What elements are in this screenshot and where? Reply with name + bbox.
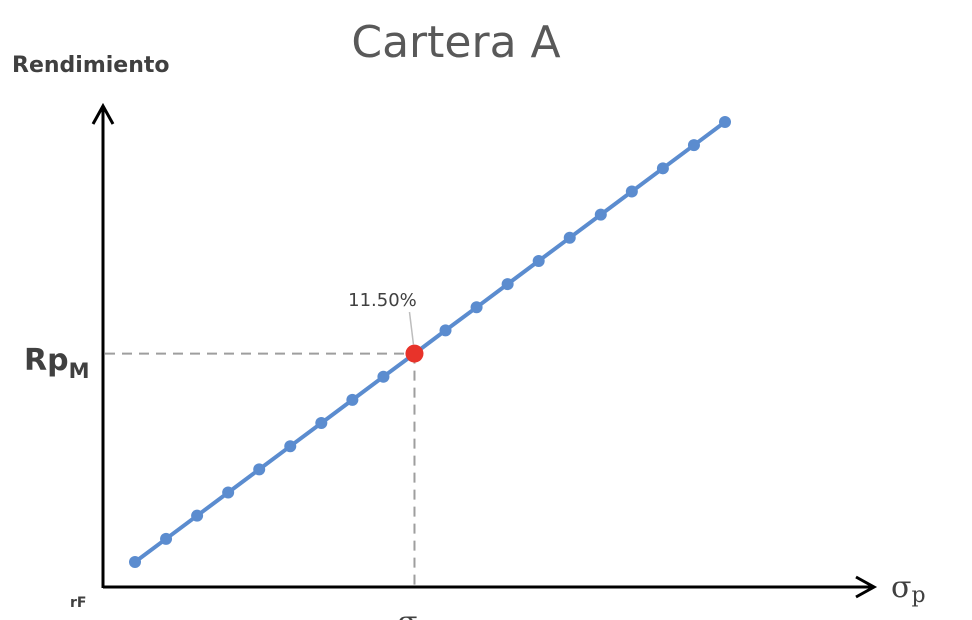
market-risk-label: σM (397, 605, 439, 620)
market-return-label-main: Rp (24, 343, 69, 378)
data-point (222, 486, 235, 499)
data-point (160, 532, 173, 545)
data-point (315, 417, 328, 430)
data-point (563, 231, 576, 244)
data-point (191, 509, 204, 522)
data-point (129, 556, 141, 568)
data-label-leader (408, 311, 415, 345)
market-risk-label-main: σ (397, 605, 417, 620)
data-point (253, 463, 266, 476)
y-axis-arrow (91, 102, 115, 125)
x-axis-label-main: σ (891, 570, 911, 605)
data-point (656, 162, 669, 175)
data-label: 11.50% (348, 290, 417, 311)
data-point (284, 440, 297, 453)
data-point (439, 324, 452, 337)
market-return-label: RpM (24, 343, 89, 383)
data-point (501, 278, 514, 291)
x-axis-label-sub: p (911, 583, 925, 608)
y-axis-label: Rendimiento (12, 53, 170, 78)
x-axis-arrow (855, 575, 878, 599)
data-point (594, 208, 607, 221)
data-point (346, 393, 359, 406)
series-line (133, 120, 727, 564)
data-point (719, 116, 731, 128)
data-point (470, 301, 483, 314)
market-return-label-sub: M (69, 359, 90, 383)
highlight-point (405, 344, 424, 363)
x-axis-label: σp (891, 570, 926, 608)
chart-title: Cartera A (351, 17, 560, 68)
data-point (377, 370, 390, 383)
origin-label: rF (70, 595, 86, 611)
data-point (625, 185, 638, 198)
series-points (129, 116, 731, 568)
data-point (532, 254, 545, 267)
data-point (687, 139, 700, 152)
